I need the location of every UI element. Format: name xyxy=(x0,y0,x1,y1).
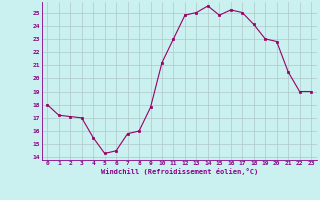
X-axis label: Windchill (Refroidissement éolien,°C): Windchill (Refroidissement éolien,°C) xyxy=(100,168,258,175)
